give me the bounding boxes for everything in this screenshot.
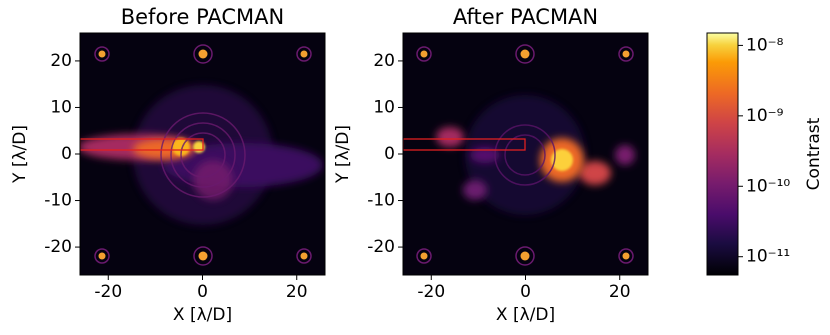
colorbar-tick-label: 10⁻¹⁰ <box>746 176 790 196</box>
y-axis-label: Y [λ/D] <box>333 125 353 184</box>
y-tick-label: -10 <box>367 191 395 211</box>
image-after <box>403 33 648 275</box>
y-tick-label: -10 <box>44 191 72 211</box>
x-tick-label: 0 <box>197 282 208 302</box>
x-tick-label: 20 <box>286 282 308 302</box>
y-tick-label: 20 <box>373 51 395 71</box>
y-tick-label: 20 <box>50 51 72 71</box>
y-tick-label: 10 <box>50 97 72 117</box>
y-tick-label: -20 <box>367 237 395 257</box>
y-axis-label: Y [λ/D] <box>10 125 30 184</box>
colorbar-label: Contrast <box>804 117 824 190</box>
x-tick-label: -20 <box>94 282 122 302</box>
x-tick-label: 0 <box>520 282 531 302</box>
y-tick-label: -20 <box>44 237 72 257</box>
y-tick-label: 0 <box>61 144 72 164</box>
x-axis-label: X [λ/D] <box>173 305 232 325</box>
colorbar <box>706 32 739 276</box>
image-before <box>80 33 325 275</box>
chart-title: After PACMAN <box>453 5 598 29</box>
x-tick-label: 20 <box>609 282 631 302</box>
y-tick-label: 0 <box>384 144 395 164</box>
chart-title: Before PACMAN <box>121 5 285 29</box>
colorbar-tick-label: 10⁻⁹ <box>746 106 784 126</box>
x-axis-label: X [λ/D] <box>496 305 555 325</box>
x-tick-label: -20 <box>417 282 445 302</box>
colorbar-tick-label: 10⁻¹¹ <box>746 247 790 267</box>
colorbar-tick-label: 10⁻⁸ <box>746 35 784 55</box>
y-tick-label: 10 <box>373 97 395 117</box>
